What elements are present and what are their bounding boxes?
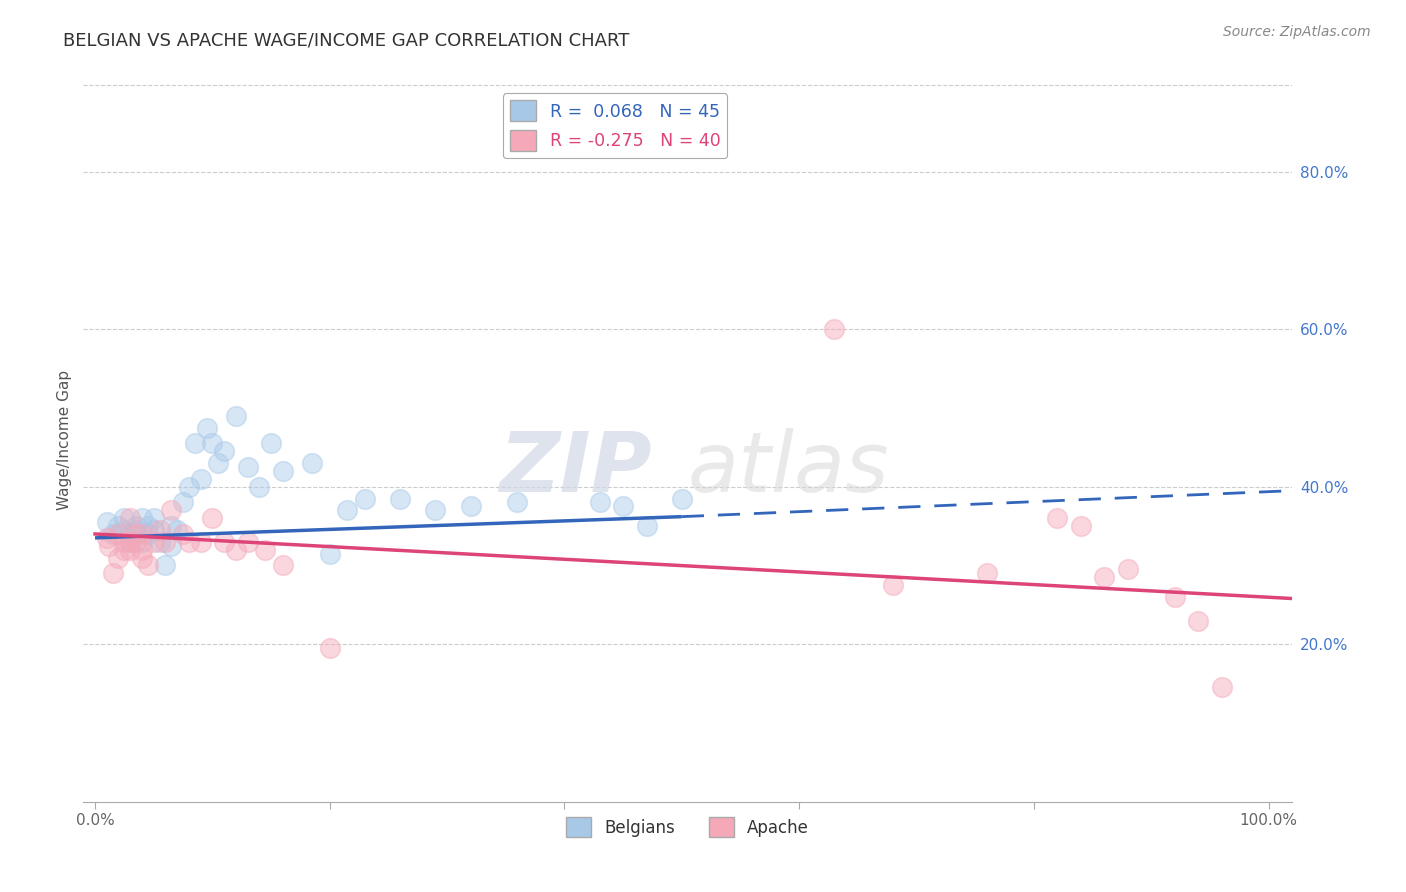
Point bbox=[247, 480, 270, 494]
Point bbox=[1046, 511, 1069, 525]
Text: Source: ZipAtlas.com: Source: ZipAtlas.com bbox=[1223, 25, 1371, 39]
Point bbox=[271, 464, 294, 478]
Point bbox=[107, 519, 129, 533]
Point bbox=[172, 527, 194, 541]
Point bbox=[236, 534, 259, 549]
Point bbox=[96, 515, 118, 529]
Point bbox=[142, 523, 165, 537]
Point bbox=[148, 523, 170, 537]
Point bbox=[136, 519, 159, 533]
Point bbox=[177, 480, 200, 494]
Point bbox=[160, 539, 183, 553]
Point bbox=[588, 495, 610, 509]
Y-axis label: Wage/Income Gap: Wage/Income Gap bbox=[58, 369, 72, 509]
Point bbox=[142, 534, 165, 549]
Point bbox=[98, 539, 121, 553]
Point bbox=[190, 472, 212, 486]
Point bbox=[460, 500, 482, 514]
Point bbox=[112, 511, 135, 525]
Point bbox=[148, 534, 170, 549]
Point bbox=[195, 420, 218, 434]
Point bbox=[101, 527, 124, 541]
Point bbox=[1116, 562, 1139, 576]
Point bbox=[1187, 614, 1209, 628]
Text: atlas: atlas bbox=[688, 428, 889, 509]
Point bbox=[125, 534, 148, 549]
Point bbox=[166, 523, 188, 537]
Point bbox=[131, 534, 153, 549]
Point bbox=[1070, 519, 1092, 533]
Point bbox=[976, 566, 998, 581]
Text: BELGIAN VS APACHE WAGE/INCOME GAP CORRELATION CHART: BELGIAN VS APACHE WAGE/INCOME GAP CORREL… bbox=[63, 31, 630, 49]
Point bbox=[160, 519, 183, 533]
Point bbox=[125, 519, 148, 533]
Point bbox=[612, 500, 634, 514]
Point bbox=[142, 511, 165, 525]
Point bbox=[155, 558, 177, 573]
Point bbox=[131, 527, 153, 541]
Point bbox=[271, 558, 294, 573]
Point bbox=[354, 491, 377, 506]
Point bbox=[120, 534, 142, 549]
Point bbox=[389, 491, 412, 506]
Point bbox=[212, 534, 235, 549]
Point bbox=[319, 641, 342, 656]
Point bbox=[107, 527, 129, 541]
Point bbox=[1092, 570, 1115, 584]
Point bbox=[107, 550, 129, 565]
Point bbox=[120, 527, 142, 541]
Point bbox=[207, 456, 229, 470]
Point bbox=[177, 534, 200, 549]
Point bbox=[112, 542, 135, 557]
Point bbox=[131, 550, 153, 565]
Point bbox=[155, 534, 177, 549]
Point bbox=[201, 436, 224, 450]
Point bbox=[254, 542, 277, 557]
Point bbox=[125, 527, 148, 541]
Point bbox=[225, 409, 247, 423]
Point bbox=[172, 495, 194, 509]
Point bbox=[101, 566, 124, 581]
Point bbox=[125, 523, 148, 537]
Point bbox=[260, 436, 283, 450]
Point bbox=[160, 503, 183, 517]
Point bbox=[96, 531, 118, 545]
Point bbox=[319, 547, 342, 561]
Point bbox=[131, 511, 153, 525]
Point bbox=[823, 322, 845, 336]
Point bbox=[301, 456, 323, 470]
Point bbox=[120, 511, 142, 525]
Legend: Belgians, Apache: Belgians, Apache bbox=[560, 810, 815, 844]
Point bbox=[131, 542, 153, 557]
Point bbox=[425, 503, 447, 517]
Point bbox=[112, 523, 135, 537]
Point bbox=[236, 460, 259, 475]
Point bbox=[136, 527, 159, 541]
Point bbox=[671, 491, 693, 506]
Point bbox=[1163, 590, 1185, 604]
Point bbox=[636, 519, 658, 533]
Point bbox=[190, 534, 212, 549]
Text: ZIP: ZIP bbox=[499, 428, 651, 509]
Point bbox=[225, 542, 247, 557]
Point bbox=[882, 578, 904, 592]
Point bbox=[201, 511, 224, 525]
Point bbox=[120, 542, 142, 557]
Point bbox=[120, 534, 142, 549]
Point bbox=[336, 503, 359, 517]
Point bbox=[136, 558, 159, 573]
Point bbox=[184, 436, 207, 450]
Point bbox=[1211, 681, 1233, 695]
Point bbox=[506, 495, 529, 509]
Point bbox=[212, 444, 235, 458]
Point bbox=[112, 534, 135, 549]
